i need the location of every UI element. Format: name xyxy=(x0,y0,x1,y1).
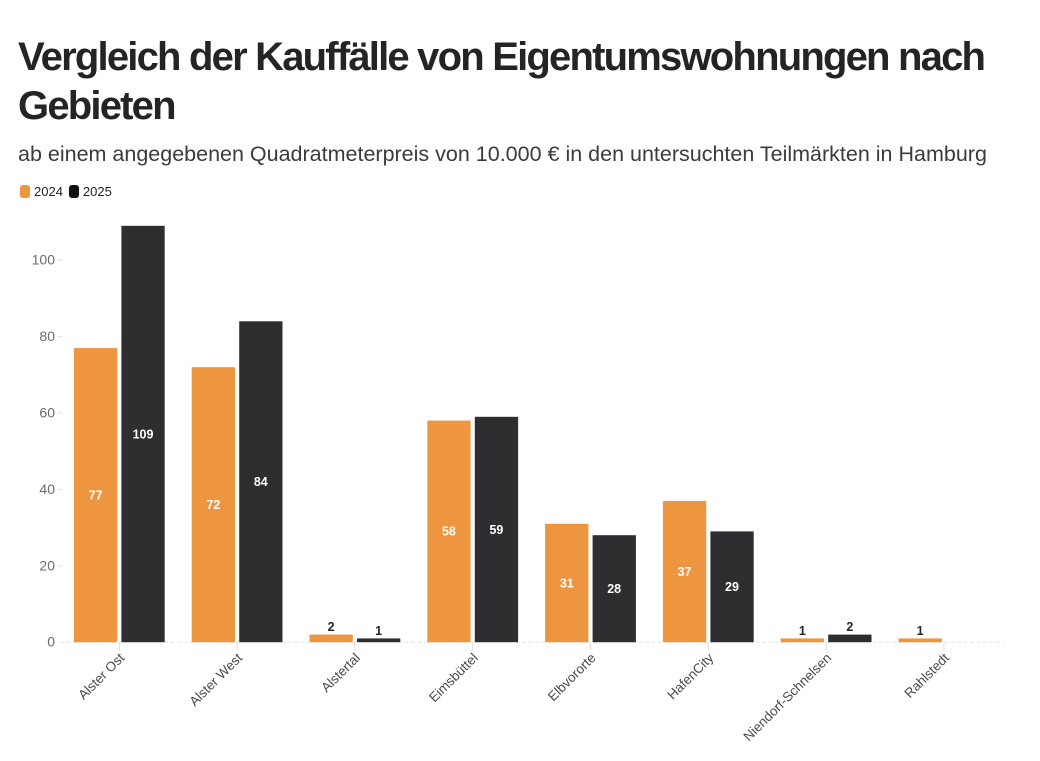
svg-text:29: 29 xyxy=(725,580,739,594)
svg-text:72: 72 xyxy=(206,498,220,512)
svg-text:0: 0 xyxy=(47,634,55,650)
svg-text:1: 1 xyxy=(917,624,924,638)
svg-text:Alster Ost: Alster Ost xyxy=(75,650,127,702)
svg-text:37: 37 xyxy=(678,565,692,579)
svg-text:Alster West: Alster West xyxy=(186,650,245,709)
svg-text:109: 109 xyxy=(133,427,154,441)
svg-text:Rahlstedt: Rahlstedt xyxy=(901,650,952,701)
svg-text:Niendorf-Schnelsen: Niendorf-Schnelsen xyxy=(740,650,834,744)
svg-text:100: 100 xyxy=(32,252,56,268)
svg-text:2: 2 xyxy=(328,620,335,634)
svg-text:2: 2 xyxy=(846,620,853,634)
svg-text:1: 1 xyxy=(799,624,806,638)
svg-text:60: 60 xyxy=(39,405,55,421)
svg-text:40: 40 xyxy=(39,481,55,497)
svg-text:1: 1 xyxy=(375,624,382,638)
svg-text:84: 84 xyxy=(254,475,268,489)
svg-text:Elbvororte: Elbvororte xyxy=(545,650,599,704)
svg-text:80: 80 xyxy=(39,328,55,344)
svg-text:31: 31 xyxy=(560,576,574,590)
svg-text:Eimsbüttel: Eimsbüttel xyxy=(426,650,481,705)
svg-text:Alstertal: Alstertal xyxy=(318,650,363,695)
svg-text:20: 20 xyxy=(39,557,55,573)
svg-text:28: 28 xyxy=(607,582,621,596)
svg-text:HafenCity: HafenCity xyxy=(664,650,716,702)
svg-text:59: 59 xyxy=(489,523,503,537)
svg-text:58: 58 xyxy=(442,525,456,539)
svg-text:77: 77 xyxy=(89,488,103,502)
